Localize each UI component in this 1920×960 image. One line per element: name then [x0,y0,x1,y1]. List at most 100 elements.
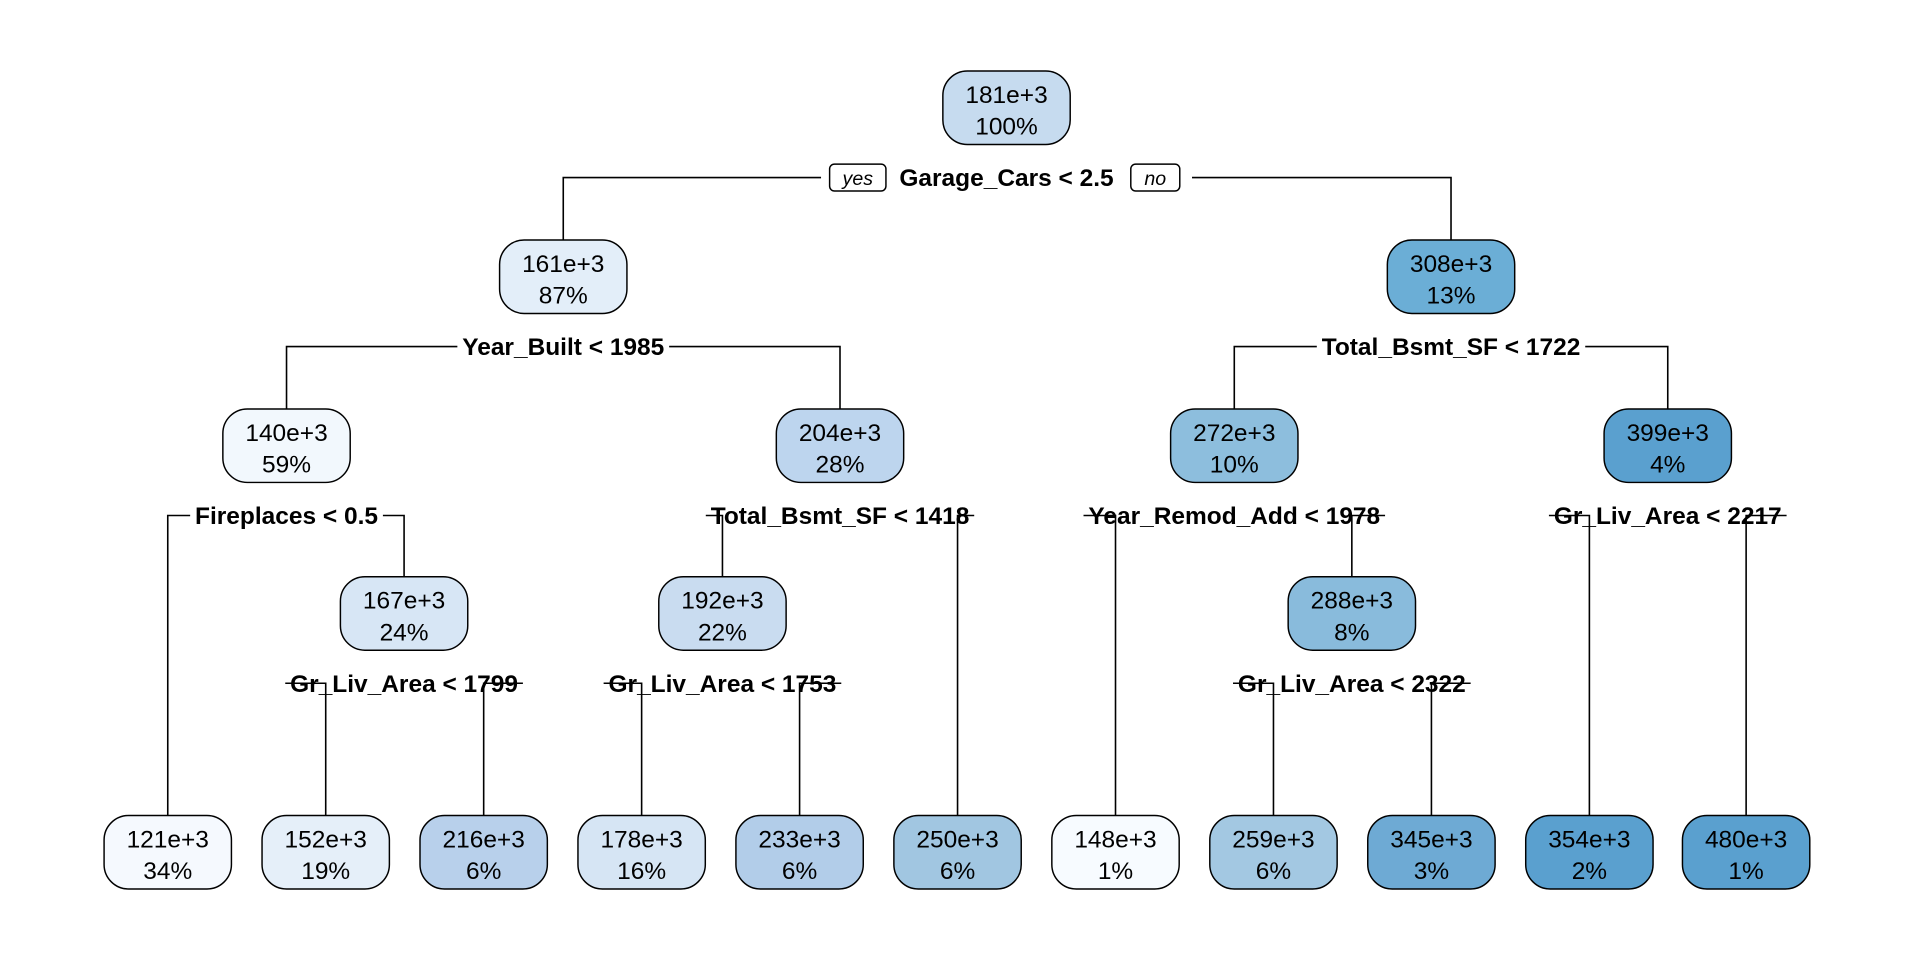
tree-node: 272e+3 10% [1169,408,1299,484]
node-box [1169,408,1299,484]
tree-edge [1083,514,1117,816]
leaf-node: 259e+3 6% [1209,814,1338,890]
tree-node: 167e+3 24% [339,576,469,651]
node-box [498,239,628,315]
node-value: 167e+3 [363,588,445,615]
tree-node: 181e+3 100% [942,70,1071,146]
node-box [1603,408,1733,484]
tree-node: 308e+3 13% [1386,239,1516,315]
tree-edge [382,514,405,577]
leaf-node: 178e+3 16% [577,814,707,890]
node-value: 204e+3 [799,420,881,447]
leaf-node: 121e+3 34% [103,814,233,890]
tree-edge [482,682,523,816]
node-value: 181e+3 [965,82,1047,109]
node-value: 148e+3 [1074,826,1156,853]
tree-edge [1745,514,1787,816]
node-value: 308e+3 [1410,251,1492,278]
node-box [419,814,549,890]
split-label: Year_Remod_Add < 1978 [1088,503,1380,530]
node-value: 178e+3 [600,826,682,853]
node-percent: 2% [1572,858,1607,885]
node-percent: 28% [816,452,865,479]
tree-edge [1192,176,1452,240]
node-percent: 6% [782,858,817,885]
node-percent: 6% [1256,858,1291,885]
node-percent: 3% [1414,858,1449,885]
node-percent: 4% [1650,452,1685,479]
leaf-node: 233e+3 6% [735,814,864,890]
node-value: 480e+3 [1705,826,1787,853]
node-box [735,814,864,890]
leaf-node: 216e+3 6% [419,814,549,890]
node-percent: 1% [1728,858,1763,885]
node-box [893,814,1022,890]
node-percent: 59% [262,452,311,479]
tree-node: 288e+3 8% [1287,576,1417,651]
node-box [103,814,233,890]
no-box [1130,163,1181,192]
node-percent: 8% [1334,619,1369,646]
tree-node: 161e+3 87% [498,239,628,315]
edges [166,176,1787,816]
split-label: Year_Built < 1985 [462,334,664,361]
leaf-node: 250e+3 6% [893,814,1022,890]
tree-edge [1233,345,1317,409]
tree-edge [705,514,724,577]
leaf-node: 345e+3 3% [1367,814,1496,890]
leaf-node: 480e+3 1% [1681,814,1811,890]
node-percent: 24% [380,619,429,646]
tree-edge [1585,345,1669,409]
split-label: Total_Bsmt_SF < 1418 [711,503,970,530]
node-box [1367,814,1496,890]
tree-edge [1548,514,1591,816]
node-value: 354e+3 [1548,826,1630,853]
node-percent: 87% [539,283,588,310]
split-label: Gr_Liv_Area < 1753 [609,671,837,698]
tree-node: 192e+3 22% [658,576,787,651]
node-value: 399e+3 [1627,420,1709,447]
split-label: Garage_Cars < 2.5 [899,165,1113,192]
node-box [1209,814,1338,890]
node-box [339,576,469,651]
node-value: 250e+3 [916,826,998,853]
tree-node: 399e+3 4% [1603,408,1733,484]
tree-edge [285,345,458,409]
tree-edge [166,514,191,816]
tree-edge [798,682,842,816]
split-labels: Garage_Cars < 2.5 Year_Built < 1985 Total_… [195,163,1782,698]
node-percent: 16% [617,858,666,885]
tree-edge [1430,682,1471,816]
node-box [1051,814,1180,890]
tree-edge [669,345,841,409]
node-box [222,408,351,484]
tree-node: 204e+3 28% [775,408,905,484]
split-label: Gr_Liv_Area < 2322 [1238,671,1466,698]
split-label: Gr_Liv_Area < 1799 [290,671,518,698]
tree-edge [1351,514,1386,577]
node-box [1524,814,1654,890]
tree-edge [603,682,643,816]
node-percent: 6% [466,858,501,885]
node-value: 288e+3 [1311,588,1393,615]
node-value: 192e+3 [681,588,763,615]
node-percent: 19% [301,858,350,885]
split-label: Total_Bsmt_SF < 1722 [1322,334,1581,361]
node-value: 121e+3 [127,826,209,853]
tree-edge [956,514,975,816]
node-value: 259e+3 [1232,826,1314,853]
node-percent: 22% [698,619,747,646]
node-box [577,814,707,890]
tree-node: 140e+3 59% [222,408,351,484]
leaf-node: 148e+3 1% [1051,814,1180,890]
node-box [261,814,391,890]
node-box [658,576,787,651]
tree-edge [1233,682,1275,816]
node-box [942,70,1071,146]
yes-box [828,163,887,192]
node-value: 272e+3 [1193,420,1275,447]
node-box [775,408,905,484]
node-value: 216e+3 [443,826,525,853]
no-label: no [1144,168,1166,190]
tree-edge [562,176,822,240]
